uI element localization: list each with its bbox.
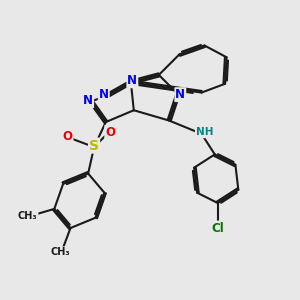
Text: Cl: Cl: [211, 221, 224, 235]
Text: CH₃: CH₃: [18, 211, 38, 221]
Text: N: N: [127, 74, 137, 87]
Text: NH: NH: [196, 127, 213, 137]
Text: N: N: [99, 88, 109, 101]
Text: N: N: [175, 88, 185, 101]
Text: O: O: [63, 130, 73, 143]
Text: S: S: [89, 139, 99, 153]
Text: O: O: [105, 126, 115, 139]
Text: N: N: [83, 94, 93, 107]
Text: CH₃: CH₃: [50, 247, 70, 257]
